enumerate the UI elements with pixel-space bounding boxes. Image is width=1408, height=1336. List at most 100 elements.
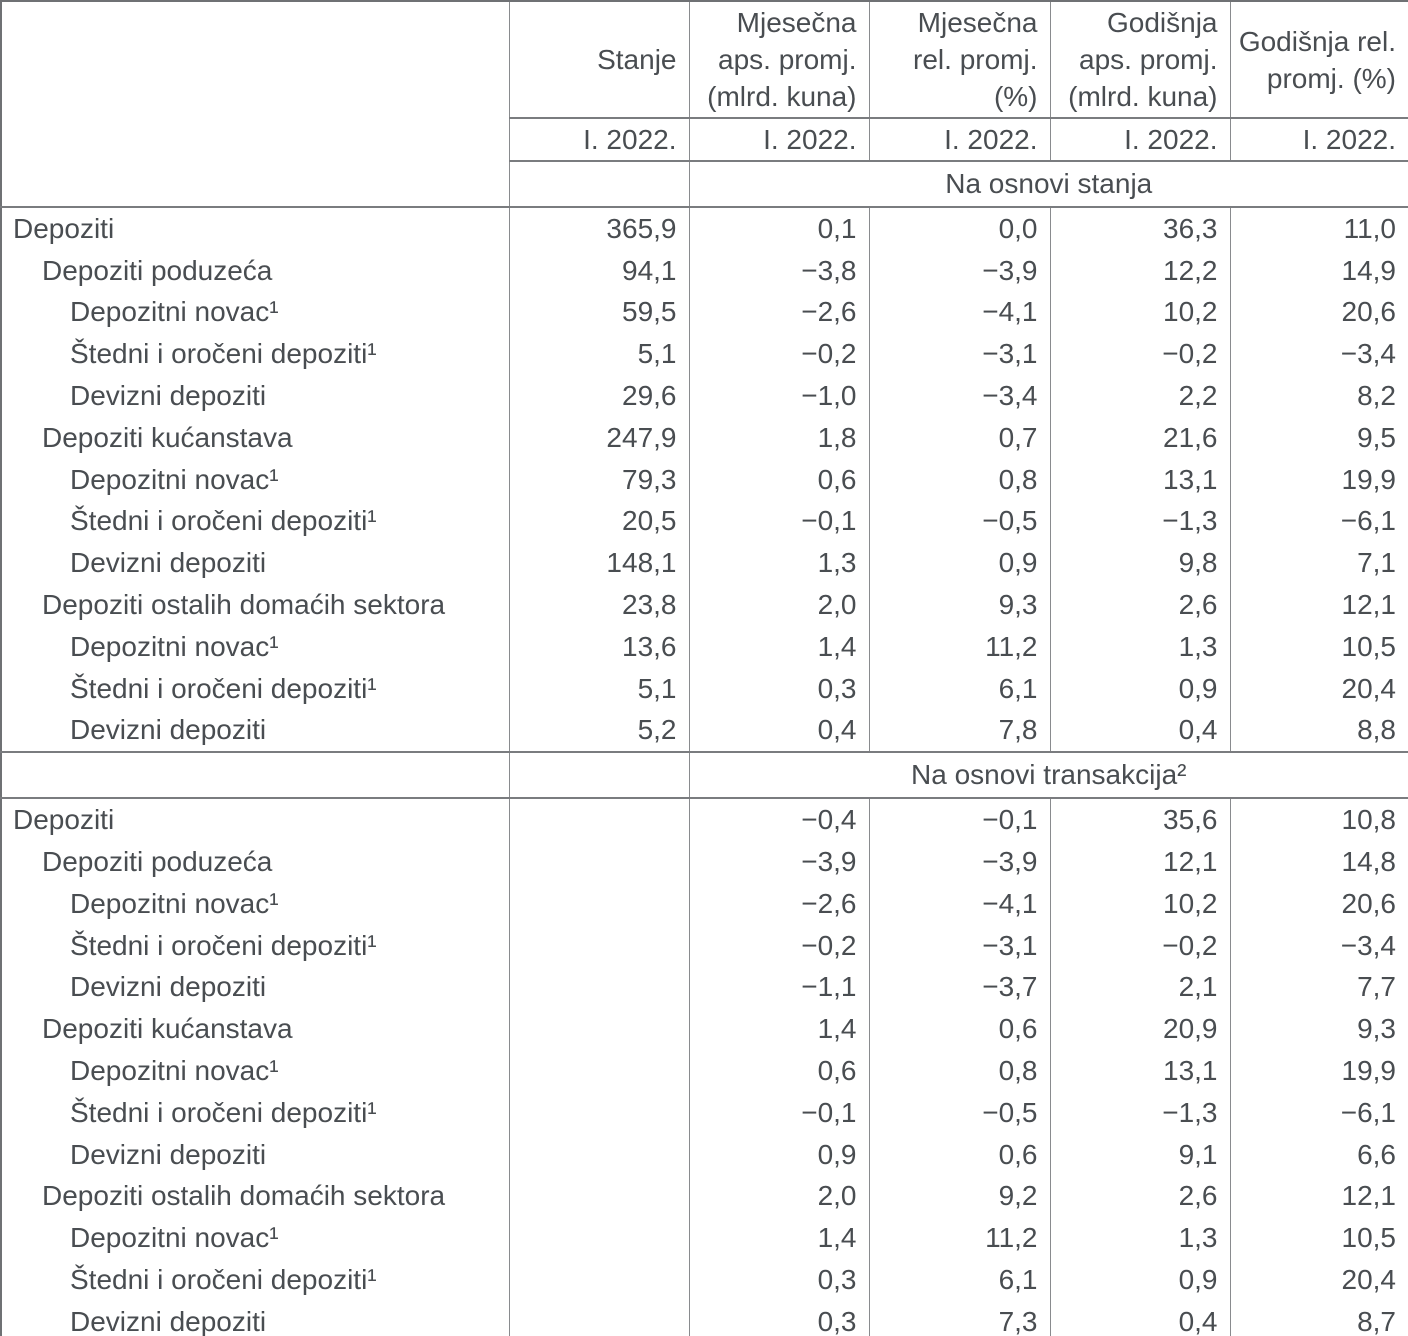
value-cell: 1,8 <box>688 416 869 459</box>
row-label: Depoziti ostalih domaćih sektora <box>1 584 509 626</box>
value-cell: 36,3 <box>1049 207 1230 250</box>
value-cell: −0,5 <box>868 1091 1050 1134</box>
value-cell: 1,4 <box>688 1217 869 1260</box>
section-band-label: Na osnovi transakcija² <box>688 751 1408 800</box>
value-cell: 0,8 <box>868 458 1050 501</box>
value-cell: 5,1 <box>508 333 689 376</box>
value-cell: −3,9 <box>688 841 869 883</box>
value-cell: 10,2 <box>1049 882 1230 925</box>
value-cell: 0,6 <box>688 1050 869 1092</box>
value-cell: 8,7 <box>1229 1300 1408 1336</box>
stub-cell <box>1 161 509 208</box>
period-cell: I. 2022. <box>688 118 869 162</box>
value-cell: 5,1 <box>508 667 689 710</box>
row-label: Depozitni novac¹ <box>1 1217 509 1260</box>
table-row: Depoziti poduzeća −3,9 −3,9 12,1 14,8 <box>1 841 1408 883</box>
period-cell: I. 2022. <box>1049 118 1230 162</box>
value-cell: 13,1 <box>1049 1050 1230 1092</box>
value-cell: −3,9 <box>868 841 1050 883</box>
value-cell: 20,4 <box>1229 1259 1408 1301</box>
value-cell: 2,1 <box>1049 966 1230 1009</box>
value-cell: 6,1 <box>868 667 1050 710</box>
value-cell: −1,1 <box>688 966 869 1009</box>
table-row: Depoziti ostalih domaćih sektora 23,8 2,0 9… <box>1 584 1408 626</box>
value-cell: 7,1 <box>1229 542 1408 585</box>
value-cell: 0,7 <box>868 416 1050 459</box>
row-label: Štedni i oročeni depoziti¹ <box>1 333 509 376</box>
value-cell: 6,1 <box>868 1259 1050 1301</box>
value-cell <box>508 966 689 1009</box>
table-row: Štedni i oročeni depoziti¹ −0,2 −3,1 −0,2 −3… <box>1 924 1408 967</box>
period-row: I. 2022. I. 2022. I. 2022. I. 2022. I. 2… <box>1 118 1408 162</box>
value-cell: −3,1 <box>868 333 1050 376</box>
value-cell: −2,6 <box>688 882 869 925</box>
row-label: Devizni depoziti <box>1 542 509 585</box>
table-row: Depozitni novac¹ 0,6 0,8 13,1 19,9 <box>1 1050 1408 1092</box>
value-cell: 9,3 <box>1229 1008 1408 1051</box>
value-cell: 14,9 <box>1229 249 1408 292</box>
header-row: Stanje Mjesečna aps. promj. (mlrd. kuna)… <box>1 1 1408 119</box>
value-cell: 0,4 <box>688 709 869 753</box>
value-cell <box>508 841 689 883</box>
value-cell: 29,6 <box>508 375 689 417</box>
value-cell: 0,6 <box>868 1008 1050 1051</box>
row-label: Depoziti kućanstava <box>1 416 509 459</box>
column-header-mjesecna-aps: Mjesečna aps. promj. (mlrd. kuna) <box>688 1 869 119</box>
value-cell: 8,2 <box>1229 375 1408 417</box>
value-cell: 19,9 <box>1229 458 1408 501</box>
value-cell: −3,9 <box>868 249 1050 292</box>
value-cell <box>508 1133 689 1176</box>
value-cell: −3,4 <box>868 375 1050 417</box>
value-cell: −0,1 <box>688 1091 869 1134</box>
value-cell: 12,1 <box>1229 1175 1408 1218</box>
table-row: Depoziti poduzeća 94,1 −3,8 −3,9 12,2 14,9 <box>1 249 1408 292</box>
table-row: Devizni depoziti 5,2 0,4 7,8 0,4 8,8 <box>1 709 1408 753</box>
value-cell <box>508 882 689 925</box>
table-row: Štedni i oročeni depoziti¹ −0,1 −0,5 −1,3 −6… <box>1 1091 1408 1134</box>
value-cell: 0,9 <box>1049 1259 1230 1301</box>
value-cell: −3,8 <box>688 249 869 292</box>
value-cell: 9,1 <box>1049 1133 1230 1176</box>
value-cell: 1,4 <box>688 625 869 668</box>
value-cell: 10,5 <box>1229 1217 1408 1260</box>
value-cell: −3,7 <box>868 966 1050 1009</box>
value-cell: 148,1 <box>508 542 689 585</box>
value-cell: 20,9 <box>1049 1008 1230 1051</box>
value-cell: 35,6 <box>1049 798 1230 842</box>
value-cell: −3,1 <box>868 924 1050 967</box>
row-label: Devizni depoziti <box>1 1133 509 1176</box>
value-cell <box>508 1050 689 1092</box>
row-label: Štedni i oročeni depoziti¹ <box>1 667 509 710</box>
value-cell: 1,3 <box>1049 625 1230 668</box>
row-label: Depoziti poduzeća <box>1 249 509 292</box>
value-cell: −1,0 <box>688 375 869 417</box>
value-cell: 1,4 <box>688 1008 869 1051</box>
period-cell: I. 2022. <box>508 118 689 162</box>
value-cell: 0,3 <box>688 667 869 710</box>
value-cell: 12,1 <box>1049 841 1230 883</box>
table-row: Štedni i oročeni depoziti¹ 0,3 6,1 0,9 20,4 <box>1 1259 1408 1301</box>
table-row: Štedni i oročeni depoziti¹ 20,5 −0,1 −0,5 −1… <box>1 500 1408 543</box>
period-cell: I. 2022. <box>868 118 1050 162</box>
row-label: Depozitni novac¹ <box>1 1050 509 1092</box>
value-cell <box>508 1008 689 1051</box>
value-cell: −1,3 <box>1049 500 1230 543</box>
value-cell: −3,4 <box>1229 924 1408 967</box>
row-label: Štedni i oročeni depoziti¹ <box>1 1091 509 1134</box>
table-row: Depozitni novac¹ 79,3 0,6 0,8 13,1 19,9 <box>1 458 1408 501</box>
value-cell: 13,6 <box>508 625 689 668</box>
value-cell: 0,9 <box>868 542 1050 585</box>
value-cell <box>508 1300 689 1336</box>
value-cell: 2,0 <box>688 1175 869 1218</box>
column-header-stanje: Stanje <box>508 1 689 119</box>
value-cell: −1,3 <box>1049 1091 1230 1134</box>
value-cell: −0,2 <box>1049 333 1230 376</box>
row-label: Depoziti <box>1 207 509 250</box>
table-row: Depoziti ostalih domaćih sektora 2,0 9,2 2,… <box>1 1175 1408 1218</box>
value-cell: 0,6 <box>868 1133 1050 1176</box>
value-cell: 9,2 <box>868 1175 1050 1218</box>
value-cell: 7,7 <box>1229 966 1408 1009</box>
value-cell: 0,3 <box>688 1300 869 1336</box>
value-cell <box>508 1217 689 1260</box>
